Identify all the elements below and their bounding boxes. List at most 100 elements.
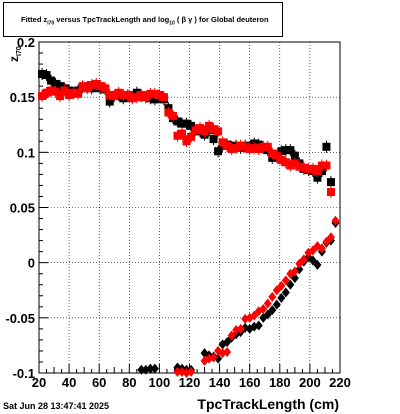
data-point (173, 117, 182, 126)
data-point (299, 163, 308, 172)
data-point (42, 88, 51, 97)
y-tick-label: 0.2 (17, 35, 35, 50)
y-tick-label: 0.05 (10, 201, 35, 216)
data-point (223, 347, 232, 358)
data-point (331, 215, 340, 226)
data-point (236, 323, 245, 334)
data-point (187, 121, 196, 130)
x-tick-label: 80 (122, 375, 136, 390)
data-point (227, 330, 236, 341)
data-point (308, 164, 317, 173)
data-point (232, 143, 241, 152)
data-point (92, 79, 101, 88)
data-point (137, 364, 146, 375)
y-tick-label: -0.05 (5, 311, 35, 326)
data-point (245, 145, 254, 154)
data-point (286, 279, 295, 290)
x-tick-label: 20 (32, 375, 46, 390)
data-point (313, 259, 322, 270)
data-point (47, 76, 56, 85)
data-point (38, 92, 47, 101)
data-point (51, 79, 60, 88)
data-point (177, 129, 186, 138)
data-point (290, 151, 299, 160)
data-point (42, 71, 51, 80)
y-tick-label: 0 (28, 256, 35, 271)
data-point (241, 142, 250, 151)
data-point (38, 69, 47, 78)
data-point (132, 93, 141, 102)
data-point (150, 89, 159, 98)
x-tick-label: 40 (62, 375, 76, 390)
data-point (209, 125, 218, 134)
data-point (187, 132, 196, 141)
data-point (322, 161, 331, 170)
data-point (250, 143, 259, 152)
data-point (281, 146, 290, 155)
data-point (272, 299, 281, 310)
data-point (326, 232, 335, 243)
y-axis-label: zI70 (7, 46, 23, 62)
data-point (137, 90, 146, 99)
data-point (268, 291, 277, 302)
data-point (83, 84, 92, 93)
x-axis-label: TpcTrackLength (cm) (197, 396, 339, 412)
data-point (290, 266, 299, 277)
data-point (209, 135, 218, 144)
data-point (128, 94, 137, 103)
data-point (105, 97, 114, 106)
data-point (56, 92, 65, 101)
data-point (263, 298, 272, 309)
chart-title: Fitted zI70 versus TpcTrackLength and lo… (21, 15, 269, 27)
data-point (299, 254, 308, 265)
data-point (196, 124, 205, 133)
title-middle: versus TpcTrackLength and log (54, 15, 170, 24)
data-point (295, 162, 304, 171)
title-prefix: Fitted z (21, 15, 48, 24)
data-point (218, 138, 227, 147)
data-point (182, 119, 191, 128)
data-point (263, 142, 272, 151)
data-point (155, 90, 164, 99)
data-point (105, 90, 114, 99)
data-point (286, 161, 295, 170)
data-point (146, 89, 155, 98)
data-point (214, 147, 223, 156)
data-point (123, 90, 132, 99)
data-point (268, 305, 277, 316)
data-point (304, 164, 313, 173)
data-point (187, 366, 196, 377)
data-point (173, 366, 182, 377)
data-point (326, 178, 335, 187)
data-point (259, 142, 268, 151)
x-tick-label: 100 (149, 375, 171, 390)
x-tick-label: 60 (92, 375, 106, 390)
data-point (277, 292, 286, 303)
data-point (214, 127, 223, 136)
x-tick-label: 220 (329, 375, 351, 390)
data-point (205, 121, 214, 130)
y-tick-label: -0.1 (13, 366, 35, 381)
data-point (263, 309, 272, 320)
data-point (164, 108, 173, 117)
timestamp: Sat Jun 28 13:47:41 2025 (3, 401, 110, 411)
tick-labels: 20 40 60 80 100 120 140 160 180 200 220 -0.1 -0.05 0 0… (5, 35, 350, 390)
title-box: Fitted zI70 versus TpcTrackLength and lo… (3, 2, 283, 37)
data-point (317, 243, 326, 254)
data-point (65, 90, 74, 99)
y-tick-label: 0.1 (17, 145, 35, 160)
data-point (250, 310, 259, 321)
x-tick-label: 180 (269, 375, 291, 390)
data-point (56, 82, 65, 91)
data-point (74, 89, 83, 98)
data-point (101, 84, 110, 93)
data-point (277, 156, 286, 165)
data-point (223, 141, 232, 150)
data-point (141, 93, 150, 102)
data-point (268, 149, 277, 158)
data-point (119, 90, 128, 99)
data-point (150, 363, 159, 374)
data-point (313, 167, 322, 176)
data-point (286, 146, 295, 155)
data-point (168, 111, 177, 120)
